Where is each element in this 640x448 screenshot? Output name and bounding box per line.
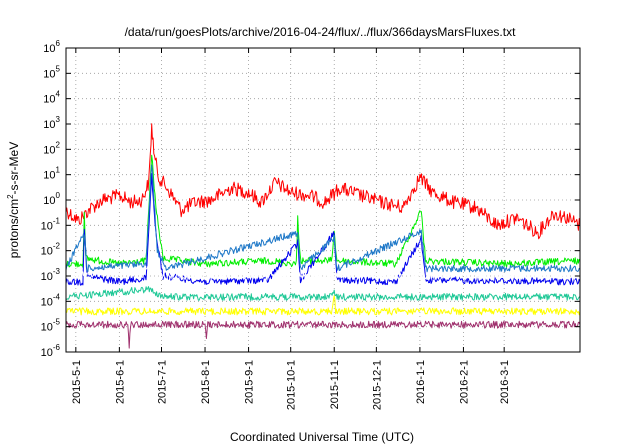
series-line-8: [65, 320, 581, 349]
x-tick-label: 2016-3-1: [499, 360, 511, 404]
x-tick-label: 2015-8-1: [200, 360, 212, 404]
x-axis-label: Coordinated Universal Time (UTC): [230, 430, 414, 444]
y-tick-label: 10-1: [41, 216, 61, 232]
y-tick-label: 103: [43, 115, 60, 131]
x-tick-label: 2015-6-1: [114, 360, 126, 404]
x-tick-label: 2015-7-1: [156, 360, 168, 404]
y-tick-label: 102: [43, 140, 60, 156]
y-tick-label: 10-3: [41, 267, 61, 283]
series-line-7: [66, 295, 581, 316]
y-tick-label: 10-2: [41, 242, 61, 258]
y-axis-label: protons/cm2-s-sr-MeV: [6, 142, 21, 258]
y-axis: 10-6 10-5 10-4 10-3 10-2 10-1 100 101 102 103 104 1…: [41, 39, 580, 359]
x-tick-label: 2015-5-1: [71, 360, 83, 404]
y-tick-label: 105: [43, 64, 60, 80]
series-line-5: [65, 264, 581, 280]
x-tick-label: 2016-1-1: [415, 360, 427, 404]
x-tick-label: 2015-11-1: [329, 360, 341, 409]
series-line-1: [65, 123, 581, 240]
x-tick-label: 2015-10-1: [286, 360, 298, 410]
series-line-2: [65, 154, 581, 268]
y-tick-label: 101: [43, 166, 60, 182]
series-line-6: [65, 286, 581, 301]
y-tick-label: 10-4: [41, 292, 61, 308]
series-line-4: [65, 164, 580, 273]
grid-lines: [66, 48, 580, 352]
y-tick-label: 10-5: [41, 318, 61, 334]
series-layer: [65, 123, 581, 349]
x-tick-label: 2015-12-1: [371, 360, 383, 410]
y-tick-label: 10-6: [41, 343, 61, 359]
y-tick-label: 100: [43, 191, 60, 207]
y-tick-label: 104: [43, 90, 60, 106]
x-tick-label: 2016-2-1: [458, 360, 470, 404]
x-tick-label: 2015-9-1: [244, 360, 256, 404]
chart-title: /data/run/goesPlots/archive/2016-04-24/f…: [125, 25, 517, 39]
y-tick-label: 106: [43, 39, 60, 55]
x-axis: 2015-5-1 2015-6-1 2015-7-1 2015-8-1 2015-9-1…: [71, 48, 511, 410]
